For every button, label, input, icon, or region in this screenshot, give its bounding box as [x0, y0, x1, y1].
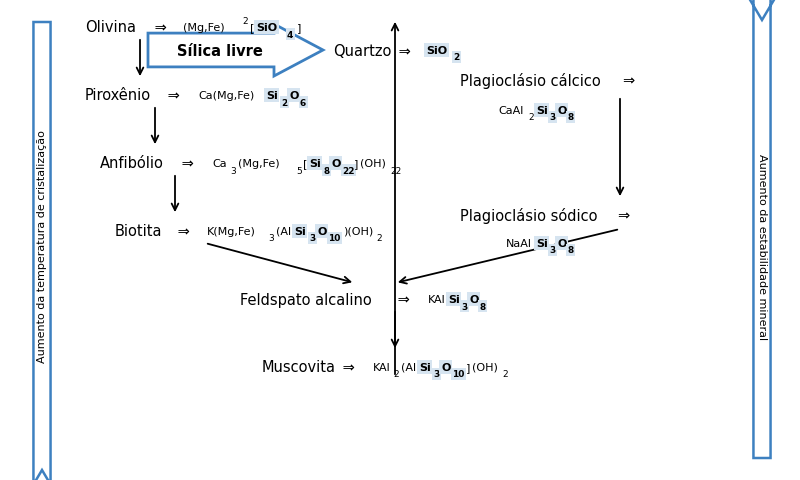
- Text: 10: 10: [452, 370, 464, 379]
- Text: (Mg,Fe): (Mg,Fe): [183, 23, 225, 33]
- Text: 22: 22: [342, 166, 354, 175]
- Text: 3: 3: [230, 166, 236, 175]
- Text: Si: Si: [536, 106, 548, 116]
- Text: ⇒: ⇒: [394, 43, 415, 59]
- Text: Sílica livre: Sílica livre: [178, 43, 263, 59]
- Polygon shape: [148, 25, 323, 77]
- Text: ]: ]: [297, 23, 302, 33]
- Text: O: O: [289, 91, 298, 101]
- Text: ⇒: ⇒: [617, 208, 630, 223]
- Text: 2: 2: [393, 370, 398, 379]
- Text: K(Mg,Fe): K(Mg,Fe): [207, 227, 256, 237]
- Text: 8: 8: [323, 166, 330, 175]
- Text: Si: Si: [419, 362, 430, 372]
- Text: O: O: [331, 159, 340, 168]
- Text: ]: ]: [354, 159, 358, 168]
- Text: 3: 3: [549, 113, 555, 122]
- Text: ⇒: ⇒: [393, 292, 414, 307]
- Text: 3: 3: [433, 370, 439, 379]
- Text: ⇒: ⇒: [173, 224, 194, 239]
- Text: ⇒: ⇒: [177, 156, 198, 171]
- Text: Plagioclásio cálcico: Plagioclásio cálcico: [460, 73, 601, 89]
- Text: NaAl: NaAl: [506, 239, 532, 249]
- Polygon shape: [23, 23, 61, 480]
- Text: 3: 3: [461, 302, 467, 311]
- Text: 2: 2: [281, 98, 287, 107]
- Text: ⇒: ⇒: [163, 88, 185, 103]
- Text: (Mg,Fe): (Mg,Fe): [238, 159, 280, 168]
- Polygon shape: [743, 0, 781, 458]
- Text: O: O: [557, 239, 566, 249]
- Text: Anfibólio: Anfibólio: [100, 156, 164, 171]
- Text: Muscovita: Muscovita: [262, 360, 336, 375]
- Text: ⇒: ⇒: [622, 73, 634, 88]
- Text: Si: Si: [448, 294, 460, 304]
- Text: [: [: [303, 159, 307, 168]
- Text: Quartzo: Quartzo: [333, 43, 391, 59]
- Text: Ca(Mg,Fe): Ca(Mg,Fe): [198, 91, 254, 101]
- Text: Aumento da estabilidade mineral: Aumento da estabilidade mineral: [757, 154, 767, 339]
- Text: SiO: SiO: [426, 46, 447, 56]
- Text: ]: ]: [466, 362, 470, 372]
- Text: 2: 2: [528, 113, 534, 122]
- Text: Piroxênio: Piroxênio: [85, 88, 151, 103]
- Text: KAl: KAl: [373, 362, 390, 372]
- Text: Aumento da temperatura de cristalização: Aumento da temperatura de cristalização: [37, 130, 47, 363]
- Text: 3: 3: [549, 246, 555, 255]
- Text: 3: 3: [309, 234, 315, 243]
- Text: Biotita: Biotita: [115, 224, 162, 239]
- Text: O: O: [469, 294, 478, 304]
- Text: 3: 3: [268, 234, 274, 243]
- Text: 8: 8: [567, 246, 574, 255]
- Text: O: O: [441, 362, 450, 372]
- Text: O: O: [317, 227, 326, 237]
- Text: 6: 6: [300, 98, 306, 107]
- Text: SiO: SiO: [256, 23, 277, 33]
- Text: KAl: KAl: [428, 294, 446, 304]
- Text: 5: 5: [296, 166, 302, 175]
- Text: (OH): (OH): [472, 362, 498, 372]
- Text: 8: 8: [567, 113, 574, 122]
- Text: 2: 2: [453, 53, 459, 62]
- Text: CaAl: CaAl: [498, 106, 523, 116]
- Text: (OH): (OH): [360, 159, 386, 168]
- Text: 8: 8: [479, 302, 486, 311]
- Text: Feldspato alcalino: Feldspato alcalino: [240, 292, 372, 307]
- Text: Ca: Ca: [212, 159, 226, 168]
- Text: 22: 22: [390, 166, 402, 175]
- Text: Plagioclásio sódico: Plagioclásio sódico: [460, 207, 598, 224]
- Text: )(OH): )(OH): [343, 227, 374, 237]
- Text: Si: Si: [294, 227, 306, 237]
- Text: 2: 2: [376, 234, 382, 243]
- Text: (Al: (Al: [276, 227, 291, 237]
- Text: [: [: [250, 23, 254, 33]
- Text: 2: 2: [502, 370, 508, 379]
- Text: O: O: [557, 106, 566, 116]
- Text: ⇒: ⇒: [338, 360, 359, 375]
- Text: 2: 2: [242, 16, 248, 25]
- Text: 4: 4: [287, 30, 294, 39]
- Text: Si: Si: [266, 91, 278, 101]
- Text: ⇒: ⇒: [150, 21, 171, 36]
- Text: Si: Si: [536, 239, 548, 249]
- Text: Si: Si: [309, 159, 321, 168]
- Text: (Al: (Al: [401, 362, 416, 372]
- Text: Olivina: Olivina: [85, 21, 136, 36]
- Text: 10: 10: [328, 234, 340, 243]
